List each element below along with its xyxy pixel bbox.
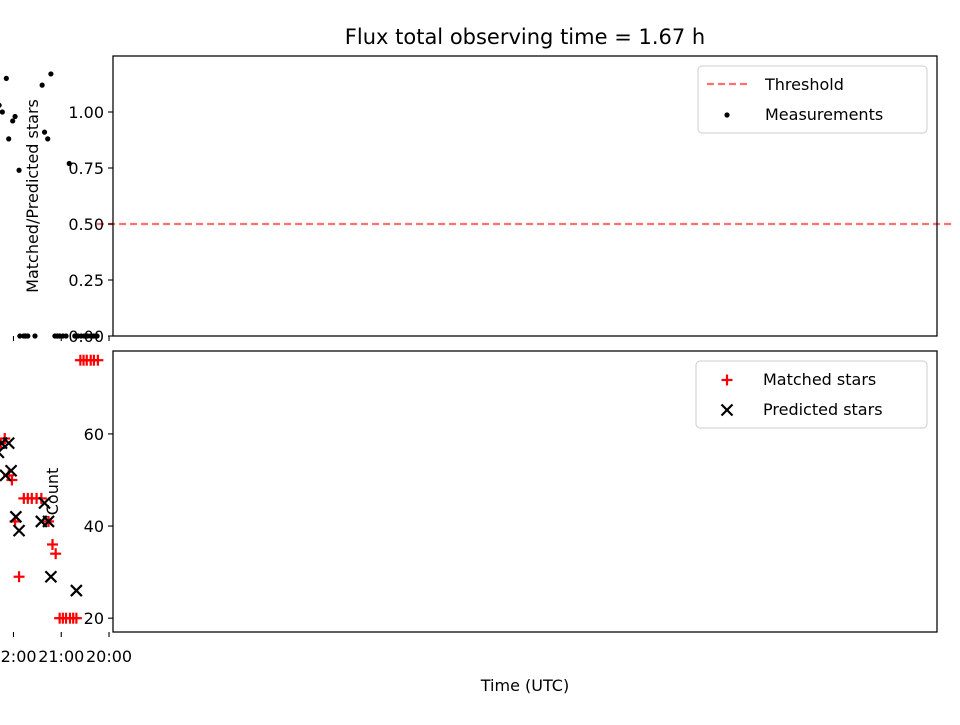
predicted-star-point: [0, 446, 5, 459]
legend-predicted-marker: [720, 403, 734, 417]
predicted-star-point: [35, 515, 48, 528]
predicted-star-point: [70, 584, 83, 597]
bottom-legend-box: [695, 360, 928, 429]
top-y-tick-label: 0.50: [68, 215, 104, 234]
bottom-y-tick-label: 20: [84, 609, 104, 628]
bottom-legend: Matched stars Predicted stars: [695, 360, 928, 429]
measurement-point: [48, 71, 54, 77]
measurement-point: [6, 136, 12, 142]
matched-star-point: [18, 492, 30, 504]
measurement-point: [16, 167, 22, 173]
bottom-y-axis-label: Count: [43, 468, 62, 516]
matched-star-point: [13, 571, 25, 583]
legend-matched-marker: [721, 374, 733, 386]
top-legend: Threshold Measurements: [697, 65, 928, 134]
predicted-star-point: [0, 469, 12, 482]
matched-star-point: [46, 538, 58, 550]
legend-predicted-label: Predicted stars: [763, 400, 883, 419]
bottom-y-tick-label: 60: [84, 425, 104, 444]
measurement-point: [0, 109, 5, 115]
top-y-tick-label: 0.75: [68, 159, 104, 178]
measurement-point: [0, 102, 2, 108]
x-axis-label: Time (UTC): [480, 676, 569, 695]
matched-star-point: [54, 612, 66, 624]
legend-threshold-label: Threshold: [764, 75, 844, 94]
legend-matched-swatch: [721, 374, 733, 386]
measurement-point: [45, 136, 51, 142]
x-tick-label: 20:00: [86, 647, 132, 666]
measurement-point: [21, 333, 27, 339]
chart-title: Flux total observing time = 1.67 h: [345, 25, 705, 49]
top-y-axis-label: Matched/Predicted stars: [23, 99, 42, 293]
x-tick-label: 21:00: [38, 647, 84, 666]
measurement-point: [12, 113, 18, 120]
matched-star-point: [74, 354, 86, 366]
top-y-tick-label: 1.00: [68, 103, 104, 122]
top-axes-frame: [112, 55, 938, 337]
measurement-point: [66, 160, 72, 167]
measurement-point: [52, 333, 58, 339]
top-legend-box: [697, 65, 928, 134]
measurement-point: [39, 82, 45, 88]
legend-measurements-swatch: [724, 112, 730, 118]
measurement-point: [72, 333, 78, 339]
x-tick-label: 22:00: [0, 647, 37, 666]
top-panel: 0.00 0.25 0.50 0.75 1.00 Matched/Predicted s…: [0, 55, 953, 346]
measurement-point: [41, 129, 48, 135]
measurement-point: [17, 333, 23, 339]
matched-star-point: [50, 548, 62, 560]
predicted-star-point: [12, 524, 26, 537]
legend-matched-label: Matched stars: [763, 370, 876, 389]
measurement-point: [3, 75, 9, 81]
legend-predicted-swatch: [720, 403, 734, 417]
top-y-tick-label: 0.00: [68, 327, 104, 346]
predicted-star-point: [9, 510, 23, 524]
measurement-point: [32, 333, 38, 339]
predicted-star-point: [44, 570, 58, 583]
predicted-star-point: [38, 496, 51, 510]
matched-star-point: [0, 446, 3, 449]
bottom-panel: 20406020:0021:0022:0023:0000:0001:0002:0…: [0, 350, 938, 695]
legend-measurements-label: Measurements: [765, 105, 883, 124]
bottom-y-tick-label: 40: [84, 517, 104, 536]
predicted-star-point: [0, 436, 8, 450]
measurement-point: [10, 118, 16, 124]
bottom-axes-frame: [112, 350, 938, 633]
top-y-tick-label: 0.25: [68, 271, 104, 290]
